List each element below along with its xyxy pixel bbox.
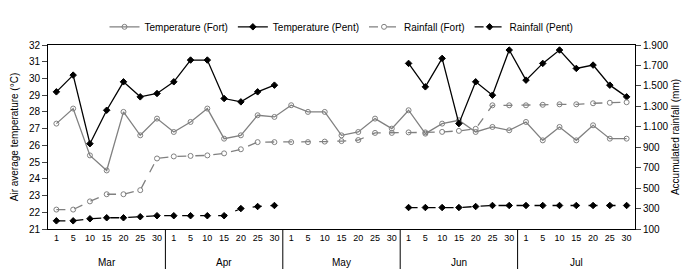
svg-text:5: 5 (188, 233, 193, 243)
svg-text:29: 29 (29, 90, 41, 101)
svg-text:26: 26 (29, 140, 41, 151)
svg-text:30: 30 (29, 73, 41, 84)
svg-text:32: 32 (29, 40, 41, 51)
svg-text:15: 15 (336, 233, 346, 243)
svg-text:10: 10 (85, 233, 95, 243)
svg-text:28: 28 (29, 106, 41, 117)
svg-text:Temperature (Fort): Temperature (Fort) (145, 22, 228, 33)
svg-text:25: 25 (253, 233, 263, 243)
svg-text:15: 15 (102, 233, 112, 243)
svg-text:1: 1 (289, 233, 294, 243)
svg-text:15: 15 (219, 233, 229, 243)
svg-text:30: 30 (152, 233, 162, 243)
svg-text:Jul: Jul (570, 257, 583, 268)
svg-text:1: 1 (171, 233, 176, 243)
svg-text:23: 23 (29, 190, 41, 201)
svg-text:300: 300 (643, 203, 660, 214)
svg-text:5: 5 (423, 233, 428, 243)
svg-text:Rainfall (Pent): Rainfall (Pent) (510, 22, 573, 33)
svg-text:5: 5 (305, 233, 310, 243)
svg-text:Rainfall (Fort): Rainfall (Fort) (404, 22, 465, 33)
svg-text:Mar: Mar (98, 257, 116, 268)
svg-text:25: 25 (135, 233, 145, 243)
svg-text:1.100: 1.100 (643, 121, 668, 132)
svg-text:20: 20 (118, 233, 128, 243)
svg-text:10: 10 (437, 233, 447, 243)
svg-text:1.500: 1.500 (643, 80, 668, 91)
svg-text:31: 31 (29, 56, 41, 67)
svg-text:27: 27 (29, 123, 41, 134)
svg-text:22: 22 (29, 207, 41, 218)
svg-text:20: 20 (353, 233, 363, 243)
svg-text:5: 5 (71, 233, 76, 243)
svg-text:1: 1 (54, 233, 59, 243)
svg-text:21: 21 (29, 224, 41, 235)
svg-text:900: 900 (643, 142, 660, 153)
svg-text:30: 30 (269, 233, 279, 243)
svg-text:10: 10 (555, 233, 565, 243)
svg-text:1.900: 1.900 (643, 40, 668, 51)
svg-text:10: 10 (320, 233, 330, 243)
svg-text:1: 1 (523, 233, 528, 243)
svg-text:100: 100 (643, 224, 660, 235)
svg-text:30: 30 (387, 233, 397, 243)
svg-text:25: 25 (605, 233, 615, 243)
svg-text:20: 20 (236, 233, 246, 243)
svg-text:15: 15 (571, 233, 581, 243)
svg-text:1: 1 (406, 233, 411, 243)
svg-text:Apr: Apr (216, 257, 232, 268)
svg-text:5: 5 (540, 233, 545, 243)
svg-text:Accumulated rainfall (mm): Accumulated rainfall (mm) (670, 79, 681, 195)
svg-text:15: 15 (454, 233, 464, 243)
svg-text:10: 10 (202, 233, 212, 243)
svg-text:25: 25 (29, 157, 41, 168)
svg-text:Air average temperature (°C): Air average temperature (°C) (9, 73, 20, 202)
svg-text:500: 500 (643, 183, 660, 194)
svg-text:25: 25 (487, 233, 497, 243)
svg-text:Temperature (Pent): Temperature (Pent) (273, 22, 359, 33)
svg-text:30: 30 (622, 233, 632, 243)
svg-text:1.300: 1.300 (643, 101, 668, 112)
svg-text:25: 25 (370, 233, 380, 243)
svg-text:24: 24 (29, 173, 41, 184)
svg-text:30: 30 (504, 233, 514, 243)
svg-text:20: 20 (588, 233, 598, 243)
svg-text:Jun: Jun (451, 257, 467, 268)
svg-text:1.700: 1.700 (643, 60, 668, 71)
svg-text:May: May (332, 257, 351, 268)
svg-text:20: 20 (471, 233, 481, 243)
svg-text:700: 700 (643, 162, 660, 173)
